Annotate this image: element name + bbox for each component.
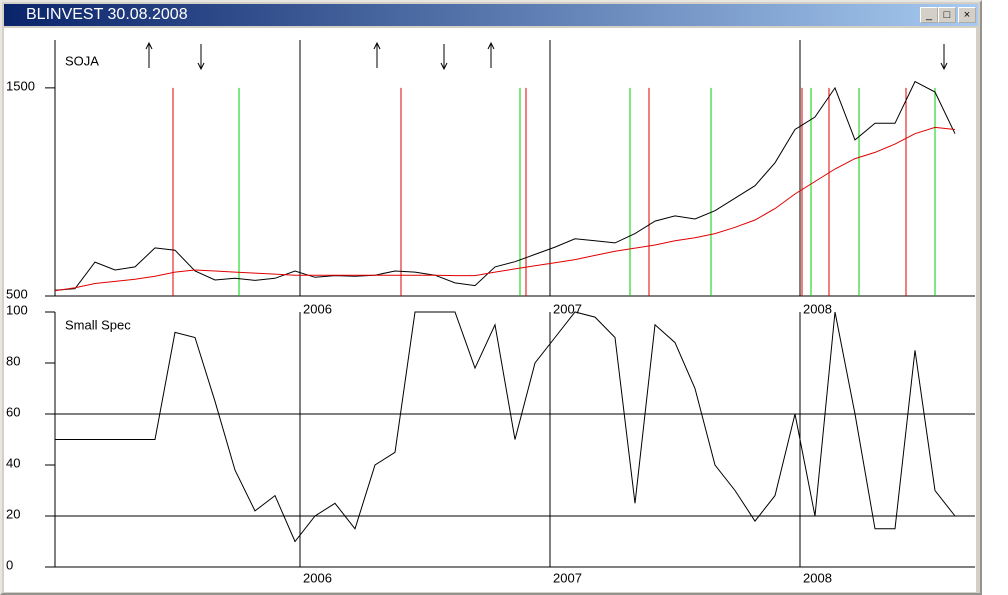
y-tick-label: 20 xyxy=(6,506,20,521)
up-arrow xyxy=(373,41,381,68)
y-tick-label: 0 xyxy=(6,557,13,572)
y-tick-label: 40 xyxy=(6,455,20,470)
x-tick-label: 2008 xyxy=(803,301,832,316)
series-label: Small Spec xyxy=(65,317,131,332)
x-tick-label: 2007 xyxy=(553,570,582,585)
x-tick-label: 2006 xyxy=(303,301,332,316)
y-tick-label: 500 xyxy=(6,286,28,301)
y-tick-label: 100 xyxy=(6,302,28,317)
up-arrow xyxy=(145,41,153,68)
series-line xyxy=(54,126,956,292)
minimize-button[interactable]: _ xyxy=(920,7,938,23)
x-tick-label: 2007 xyxy=(553,301,582,316)
down-arrow xyxy=(440,44,448,71)
window-title: BLINVEST 30.08.2008 xyxy=(26,6,188,23)
x-tick-label: 2008 xyxy=(803,570,832,585)
series-label: SOJA xyxy=(65,53,99,68)
series-line xyxy=(55,311,956,543)
down-arrow xyxy=(197,44,205,71)
down-arrow xyxy=(940,44,948,71)
title-bar: BLINVEST 30.08.2008 _ □ × xyxy=(4,4,978,26)
close-button[interactable]: × xyxy=(958,7,976,23)
y-tick-label: 1500 xyxy=(6,78,35,93)
series-line xyxy=(54,80,956,291)
plot-background xyxy=(4,28,976,592)
x-tick-label: 2006 xyxy=(303,570,332,585)
y-tick-label: 80 xyxy=(6,353,20,368)
up-arrow xyxy=(487,41,495,68)
maximize-button[interactable]: □ xyxy=(938,7,956,23)
y-tick-label: 60 xyxy=(6,404,20,419)
